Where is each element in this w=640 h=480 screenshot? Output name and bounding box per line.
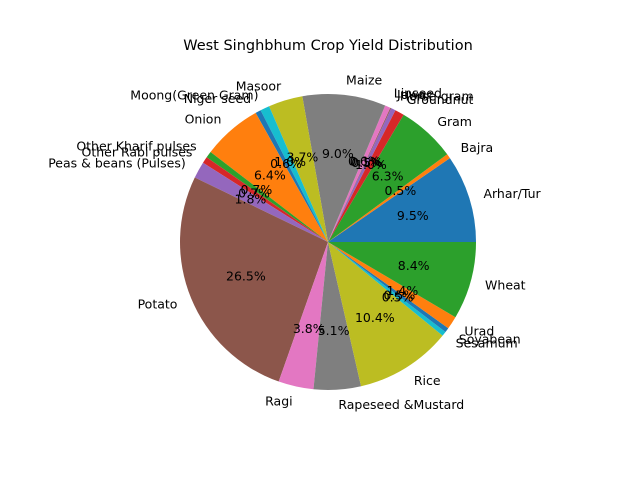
slice-pct-wheat: 8.4% bbox=[398, 258, 430, 273]
slice-label-soyabean: Soyabean bbox=[459, 331, 521, 346]
pie-slice-wheat bbox=[328, 242, 476, 318]
slice-label-masoor: Masoor bbox=[236, 79, 282, 94]
slice-pct-soyabean: 0.5% bbox=[383, 287, 415, 302]
slice-pct-moong-green-gram: 1.0% bbox=[274, 154, 306, 169]
slice-label-urad: Urad bbox=[464, 323, 494, 338]
slice-pct-arhar-tur: 9.5% bbox=[397, 208, 429, 223]
slice-pct-other-rabi-pulses: 0.7% bbox=[238, 185, 270, 200]
slice-pct-bajra: 0.5% bbox=[384, 183, 416, 198]
slice-pct-masoor: 3.7% bbox=[287, 149, 319, 164]
slice-label-maize: Maize bbox=[346, 73, 382, 88]
slice-label-rice: Rice bbox=[414, 373, 441, 388]
pie-slice-masoor bbox=[269, 96, 328, 243]
slice-pct-gram: 6.3% bbox=[372, 169, 404, 184]
pie-slice-jowar bbox=[328, 107, 392, 243]
pie-slice-gram bbox=[328, 114, 448, 242]
slice-pct-niger-seed: 0.6% bbox=[270, 156, 302, 171]
pie-slice-rapeseed-mustard bbox=[313, 242, 362, 390]
slice-label-wheat: Wheat bbox=[485, 277, 526, 292]
slice-label-arhar-tur: Arhar/Tur bbox=[483, 186, 541, 201]
pie-slice-horse-gram bbox=[328, 108, 396, 243]
pie-slice-other-rabi-pulses bbox=[202, 157, 328, 242]
slice-label-other-kharif-pulses: Other Kharif pulses bbox=[76, 138, 196, 153]
slice-pct-peas-beans-pulses: 1.8% bbox=[235, 191, 267, 206]
slice-label-linseed: Linseed bbox=[394, 86, 442, 101]
slice-label-onion: Onion bbox=[185, 111, 222, 126]
pie-slice-maize bbox=[302, 94, 386, 242]
slice-label-ragi: Ragi bbox=[265, 393, 292, 408]
slice-label-gram: Gram bbox=[437, 114, 472, 129]
slice-pct-rapeseed-mustard: 5.1% bbox=[318, 323, 350, 338]
pie-slice-onion bbox=[210, 112, 328, 242]
slice-pct-ragi: 3.8% bbox=[293, 321, 325, 336]
slice-label-jowar: Jowar bbox=[396, 87, 432, 102]
slice-label-moong-green-gram: Moong(Green Gram) bbox=[130, 87, 258, 102]
slice-pct-groundnut: 1.0% bbox=[355, 157, 387, 172]
slice-pct-potato: 26.5% bbox=[226, 268, 266, 283]
slice-label-niger-seed: Niger seed bbox=[184, 91, 251, 106]
slice-pct-jowar: 0.1% bbox=[350, 154, 382, 169]
pie-slice-ragi bbox=[278, 242, 328, 390]
slice-percent-labels: 9.5%0.5%6.3%1.0%0.5%0.1%0.6%9.0%3.7%1.0%… bbox=[226, 146, 430, 338]
slice-pct-linseed: 0.6% bbox=[348, 153, 380, 168]
slice-label-horse-gram: Horse-gram bbox=[400, 88, 474, 103]
pie-slices bbox=[180, 94, 476, 390]
chart-title: West Singhbhum Crop Yield Distribution bbox=[183, 38, 473, 54]
pie-slice-soyabean bbox=[328, 242, 449, 333]
pie-slice-urad bbox=[328, 242, 456, 329]
pie-slice-peas-beans-pulses bbox=[194, 162, 328, 242]
slice-pct-horse-gram: 0.5% bbox=[351, 155, 383, 170]
pie-slice-moong-green-gram bbox=[260, 106, 328, 242]
slice-pct-sesamum: 0.5% bbox=[382, 290, 414, 305]
slice-label-peas-beans-pulses: Peas & beans (Pulses) bbox=[48, 155, 186, 170]
slice-label-rapeseed-mustard: Rapeseed &Mustard bbox=[338, 397, 464, 412]
slice-pct-rice: 10.4% bbox=[355, 310, 395, 325]
slice-labels: Arhar/Tur Bajra Gram GroundnutHorse-gramJow… bbox=[48, 73, 541, 412]
pie-slice-niger-seed bbox=[255, 110, 328, 242]
slice-label-sesamum: Sesamum bbox=[456, 336, 518, 351]
slice-label-other-rabi-pulses: Other Rabi pulses bbox=[81, 144, 192, 159]
slice-pct-other-kharif-pulses: 0.7% bbox=[240, 182, 272, 197]
slice-pct-onion: 6.4% bbox=[254, 167, 286, 182]
pie-slice-arhar-tur bbox=[328, 158, 476, 242]
pie-slice-other-kharif-pulses bbox=[206, 151, 328, 242]
slice-label-potato: Potato bbox=[138, 296, 178, 311]
pie-slice-potato bbox=[180, 177, 328, 382]
slice-pct-maize: 9.0% bbox=[322, 146, 354, 161]
pie-slice-groundnut bbox=[328, 110, 404, 242]
slice-label-bajra: Bajra bbox=[461, 140, 494, 155]
slice-label-groundnut: Groundnut bbox=[407, 92, 474, 107]
pie-slice-bajra bbox=[328, 154, 450, 242]
pie-slice-sesamum bbox=[328, 242, 446, 336]
pie-slice-rice bbox=[328, 242, 443, 387]
pie-slice-linseed bbox=[328, 105, 391, 242]
slice-pct-urad: 1.4% bbox=[387, 283, 419, 298]
